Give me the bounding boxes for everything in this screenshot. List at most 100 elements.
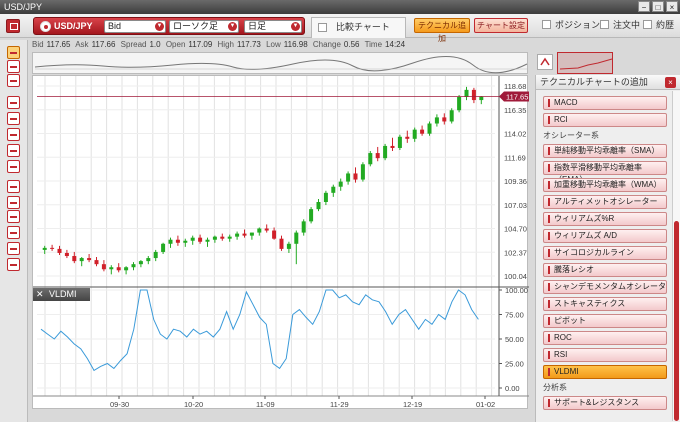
technical-item[interactable]: ウィリアムズ A/D [543,229,667,243]
fibonacci-tool-icon[interactable] [7,160,20,173]
hand-tool-icon[interactable] [7,74,20,87]
delete-all-drawings-icon[interactable] [7,210,20,223]
technical-item[interactable]: サイコロジカルライン [543,246,667,260]
technical-item[interactable]: シャンデモメンタムオシレーター [543,280,667,303]
technical-item[interactable]: 騰落レシオ [543,263,667,277]
position-checkbox[interactable] [542,20,551,29]
minimize-button[interactable]: − [638,1,650,12]
high-value: 117.73 [236,40,261,49]
panel-scrollbar-thumb[interactable] [674,221,679,421]
compare-chart-tab[interactable]: 比較チャート [311,17,406,38]
range-navigator[interactable] [32,52,528,74]
close-indicator-icon[interactable]: ✕ [36,289,44,299]
candle-body [405,136,410,139]
chart-settings-button[interactable]: チャート設定 [474,18,528,33]
candle-body [116,267,121,271]
technical-item[interactable]: 加重移動平均乖離率（WMA） [543,178,667,192]
technical-item[interactable]: 指数平滑移動平均乖離率（EMA） [543,161,667,184]
x-tick-label: 10-20 [184,400,203,409]
panel-title: テクニカルチャートの追加 × [536,75,680,90]
save-image-icon[interactable] [7,258,20,271]
technical-item[interactable]: サポート&レジスタンス [543,396,667,410]
expand-range-icon[interactable] [537,54,553,70]
order-checkbox[interactable] [600,20,609,29]
technical-item[interactable]: RCI [543,113,667,127]
zoom-out-icon[interactable] [7,242,20,255]
candle-body [220,236,225,239]
technical-item[interactable]: RSI [543,348,667,362]
close-window-button[interactable]: × [666,1,678,12]
maximize-button[interactable]: □ [652,1,664,12]
candle-body [360,164,365,180]
history-checkbox[interactable] [643,20,652,29]
technical-item[interactable]: ROC [543,331,667,345]
period-select[interactable]: 日足 ▼ [244,20,302,33]
technical-add-panel: テクニカルチャートの追加 × MACD RCI オシレーター系単純移動平均乖離率（S… [535,75,680,422]
technical-item[interactable]: ウィリアムズ%R [543,212,667,226]
candle-body [471,89,476,101]
candlestick-chart: 118.68 116.35 114.02 111.69 109.36 107.03 104.… [33,76,529,409]
panel-section-label: 分析系 [543,383,567,392]
x-tick-label: 01-02 [476,400,495,409]
navigator-range-handle[interactable] [557,52,613,74]
window-controls: − □ × [638,1,678,12]
add-technical-button[interactable]: テクニカル追加 [414,18,470,43]
channel-tool-icon[interactable] [7,144,20,157]
order-toggle[interactable]: 注文中 [600,19,640,31]
panel-scrollbar[interactable] [672,91,680,421]
expand-arrows [540,57,550,66]
candle-body [153,251,158,259]
technical-item[interactable]: 単純移動平均乖離率（SMA） [543,144,667,158]
panel-section-label: オシレーター系 [543,131,599,140]
open-label: Open [165,40,186,49]
candle-body [205,239,210,242]
technical-item[interactable]: MACD [543,96,667,110]
trendline-tool-icon[interactable] [7,96,20,109]
price-tick-label: 107.03 [504,201,527,210]
candle-body [375,153,380,159]
text-tool-icon[interactable] [7,180,20,193]
panel-title-text: テクニカルチャートの追加 [540,77,648,87]
chart-type-select[interactable]: ローソク足 ▼ [169,20,239,33]
candle-body [449,110,454,122]
position-toggle[interactable]: ポジション [542,19,600,31]
candle-body [294,232,299,244]
bid-label: Bid [32,40,44,49]
close-panel-icon[interactable]: × [665,77,676,88]
delete-drawing-icon[interactable] [7,196,20,209]
chevron-down-icon: ▼ [155,22,164,31]
candle-body [227,236,232,239]
history-toggle[interactable]: 約歴 [643,19,674,31]
time-value: 14:24 [385,40,406,49]
candle-body [212,236,217,240]
candle-body [368,153,373,165]
chart-canvas[interactable]: 118.68 116.35 114.02 111.69 109.36 107.03 104.… [32,75,529,409]
technical-item[interactable]: ストキャスティクス [543,297,667,311]
position-label: ポジション [555,20,601,30]
price-tick-label: 114.02 [504,130,526,139]
symbol-selector[interactable]: USD/JPY [38,20,102,33]
indicator-tab-vldmi[interactable]: ✕ VLDMI [33,288,90,301]
new-window-icon[interactable] [6,19,20,33]
candle-body [346,173,351,182]
horizontal-line-tool-icon[interactable] [7,112,20,125]
spread-value: 1.0 [149,40,161,49]
price-type-select[interactable]: Bid ▼ [104,20,166,33]
candle-body [161,243,166,252]
candle-body [257,228,262,233]
technical-item[interactable]: アルティメットオシレーター [543,195,667,209]
candle-body [94,260,99,265]
candle-body [124,267,129,271]
compare-checkbox[interactable] [318,23,327,32]
candle-body [434,117,439,124]
cursor-tool-icon[interactable] [7,46,20,59]
technical-item[interactable]: VLDMI [543,365,667,379]
candle-body [109,267,114,270]
zoom-in-icon[interactable] [7,226,20,239]
technical-item[interactable]: ピボット [543,314,667,328]
compare-chart-label: 比較チャート [336,22,390,32]
vertical-line-tool-icon[interactable] [7,128,20,141]
current-price-label: 117.65 [506,92,528,101]
crosshair-tool-icon[interactable] [7,60,20,73]
candle-body [183,240,188,243]
